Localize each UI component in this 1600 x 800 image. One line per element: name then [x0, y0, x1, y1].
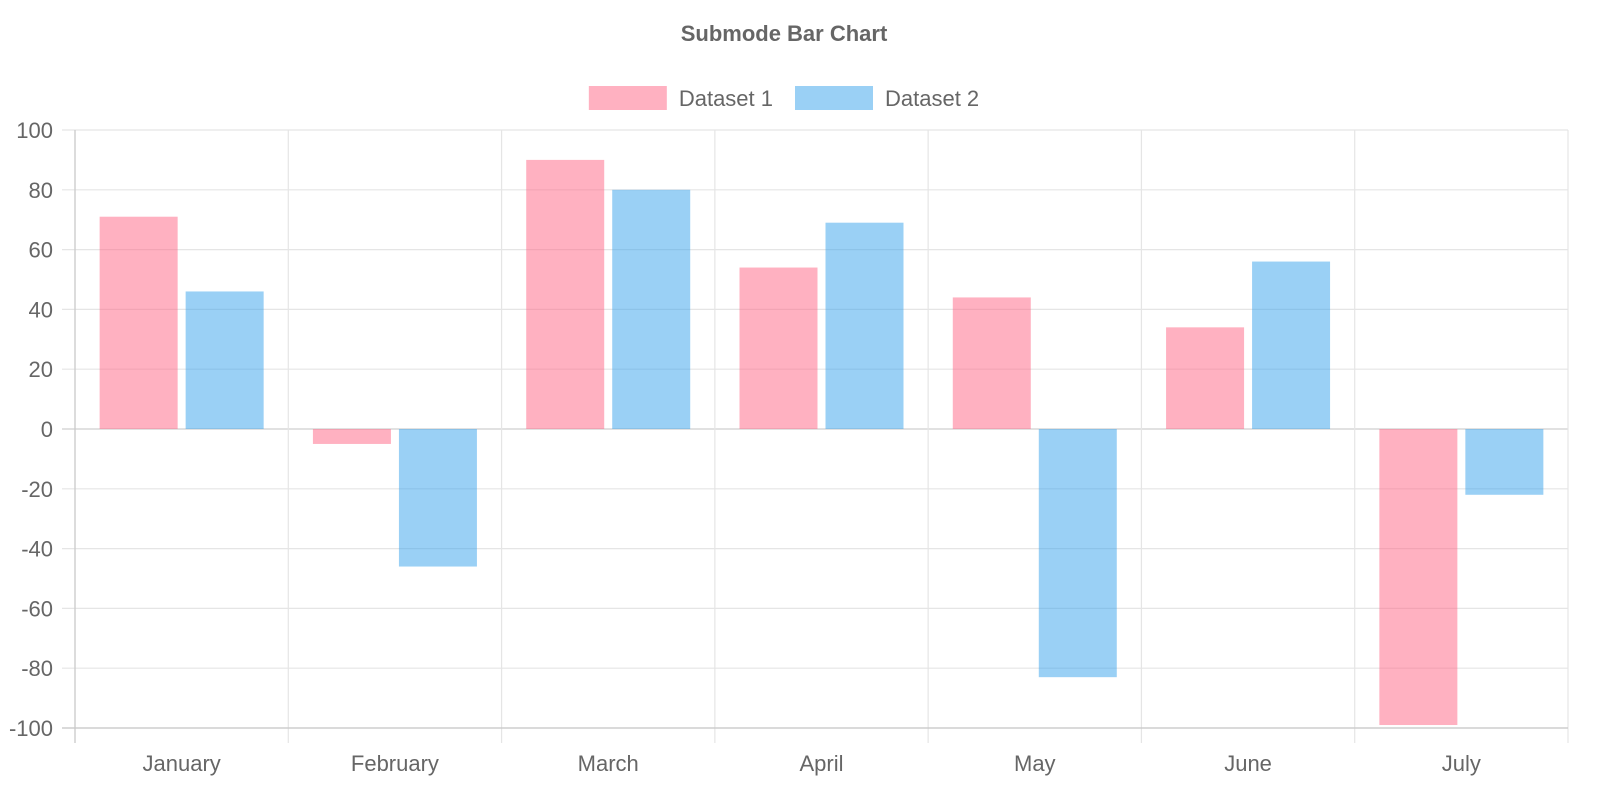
y-tick-label: 100: [16, 118, 53, 143]
bar-dataset-2-january: [185, 291, 264, 429]
legend-label: Dataset 2: [885, 86, 979, 111]
y-tick-label: 60: [29, 238, 53, 263]
y-tick-label: -60: [21, 596, 53, 621]
bar-dataset-1-july: [1379, 429, 1458, 726]
bar-dataset-2-february: [398, 429, 477, 567]
legend-swatch: [795, 86, 873, 110]
y-tick-label: -80: [21, 656, 53, 681]
x-tick-label: April: [799, 751, 843, 776]
x-tick-label: February: [351, 751, 439, 776]
bar-dataset-1-march: [526, 159, 605, 429]
bar-dataset-1-february: [312, 429, 391, 444]
y-tick-label: 80: [29, 178, 53, 203]
chart-bars: [99, 159, 1544, 726]
chart-title: Submode Bar Chart: [681, 21, 888, 46]
x-tick-label: June: [1224, 751, 1272, 776]
legend-swatch: [588, 86, 667, 110]
bar-dataset-1-may: [952, 297, 1031, 429]
chart-legend: Dataset 1 Dataset 2: [588, 86, 979, 111]
y-tick-label: 20: [29, 357, 53, 382]
y-tick-label: 0: [41, 417, 53, 442]
legend-label: Dataset 1: [679, 86, 773, 111]
y-axis: 100 80 60 40 20 0 -20 -40 -60 -80 -100: [9, 118, 53, 741]
y-tick-label: -40: [21, 537, 53, 562]
x-tick-label: July: [1442, 751, 1481, 776]
x-tick-label: May: [1014, 751, 1056, 776]
bar-dataset-2-march: [612, 189, 691, 429]
bar-dataset-1-april: [739, 267, 818, 429]
x-tick-label: January: [143, 751, 221, 776]
x-tick-label: March: [578, 751, 639, 776]
legend-item[interactable]: Dataset 1: [588, 86, 773, 111]
chart-grid: [62, 129, 1569, 743]
bar-dataset-1-june: [1166, 327, 1245, 429]
bar-dataset-1-january: [99, 216, 178, 429]
bar-dataset-2-july: [1465, 429, 1544, 495]
legend-item[interactable]: Dataset 2: [795, 86, 979, 111]
bar-dataset-2-may: [1038, 429, 1117, 678]
y-tick-label: -100: [9, 716, 53, 741]
y-tick-label: -20: [21, 477, 53, 502]
x-axis: January February March April May June July: [143, 751, 1481, 776]
y-tick-label: 40: [29, 297, 53, 322]
bar-dataset-2-april: [825, 222, 904, 429]
bar-dataset-2-june: [1252, 261, 1331, 429]
